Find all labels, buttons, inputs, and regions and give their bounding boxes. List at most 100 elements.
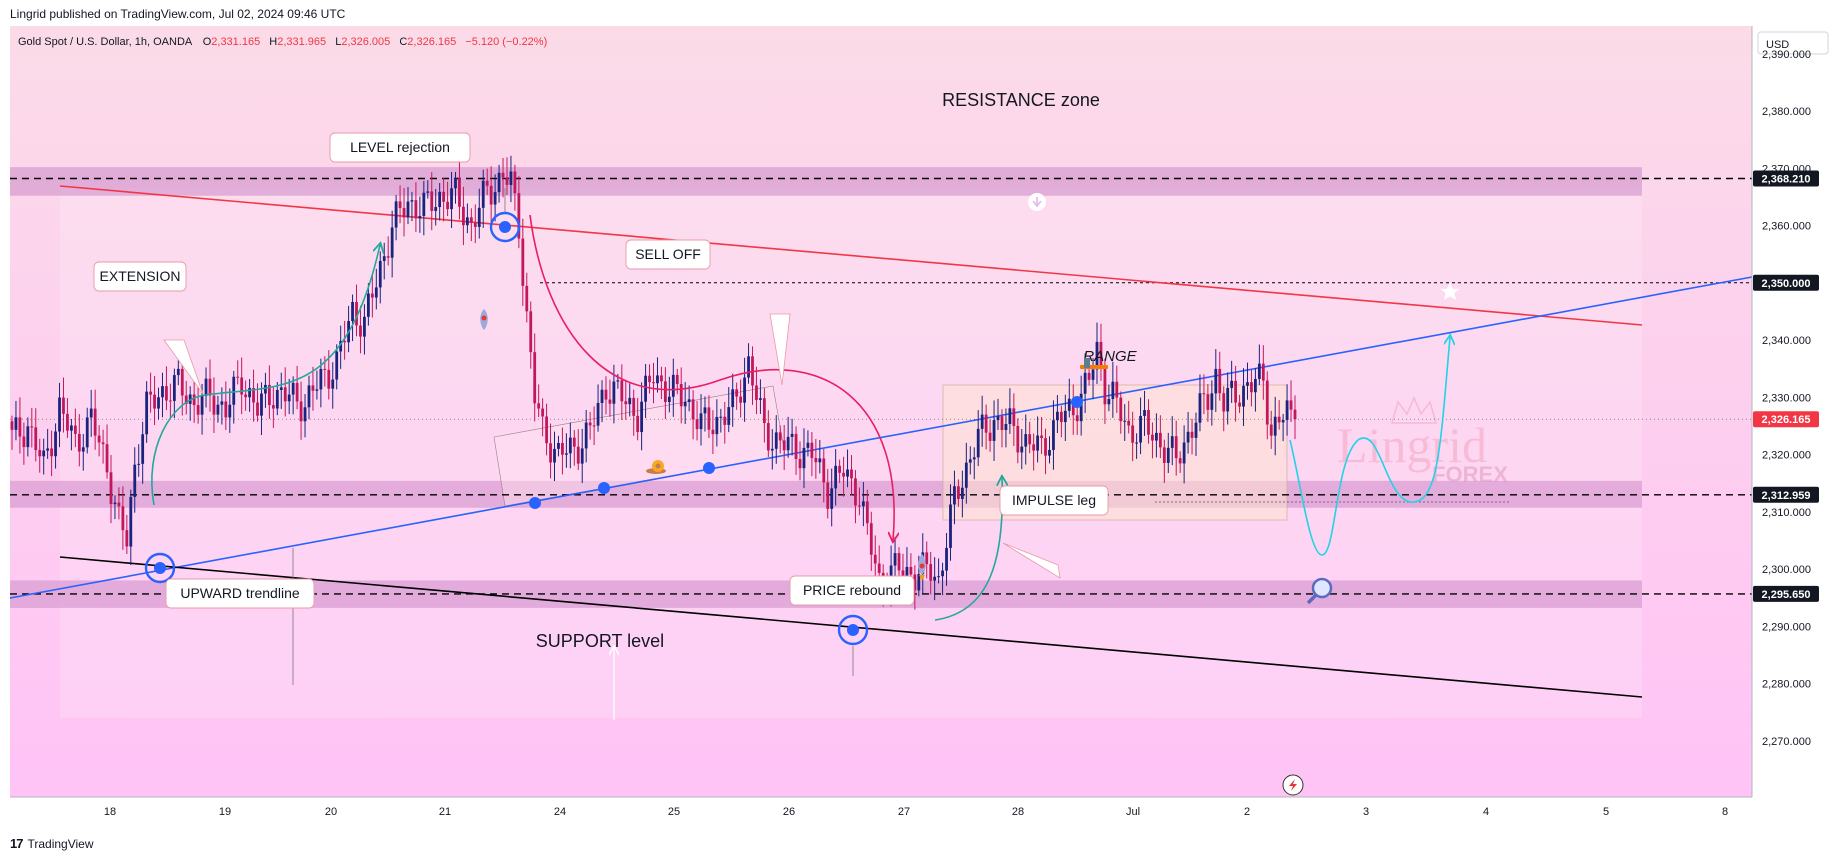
candle <box>834 449 838 506</box>
candle <box>786 416 790 458</box>
candle <box>735 382 739 410</box>
legend: Gold Spot / U.S. Dollar, 1h, OANDA O2,33… <box>18 36 547 48</box>
candle-body <box>418 216 422 219</box>
candle-body <box>1174 436 1178 459</box>
lightning-icon[interactable] <box>1282 774 1304 796</box>
candle-body <box>264 384 267 394</box>
time-tick-label: Jul <box>1126 806 1140 818</box>
annotation-label: IMPULSE leg <box>1012 492 1096 508</box>
candle-body <box>802 447 806 469</box>
candle-body <box>291 382 295 395</box>
candle-body <box>1218 368 1222 394</box>
candle <box>1162 439 1166 483</box>
candle <box>14 400 18 441</box>
price-tick-label: 2,380.000 <box>1762 106 1811 118</box>
legend-change: −5.120 (−0.22%) <box>465 36 547 48</box>
candle <box>759 379 762 414</box>
impulse-pointer <box>1002 542 1061 579</box>
candle-body <box>172 375 176 401</box>
candle <box>264 372 267 408</box>
candle-body <box>1028 434 1032 445</box>
candle-body <box>707 407 711 430</box>
price-tick-label: 2,360.000 <box>1762 221 1811 233</box>
candle-body <box>232 376 236 405</box>
candle <box>1119 391 1123 434</box>
candle-body <box>572 437 576 447</box>
candle <box>1246 362 1249 400</box>
candle-body <box>216 404 220 415</box>
candle-body <box>699 413 703 430</box>
candle-body <box>980 414 984 429</box>
target-circle-left <box>144 552 176 584</box>
annotation-box <box>789 575 915 606</box>
candle-body <box>462 206 465 226</box>
candle <box>580 428 584 484</box>
candle <box>133 447 137 513</box>
candle-body <box>10 421 14 430</box>
candle <box>1032 433 1036 471</box>
down-arrow-icon <box>1028 193 1046 211</box>
candle-body <box>588 422 592 426</box>
snail-icon <box>646 460 666 474</box>
candle <box>117 487 121 520</box>
candle-body <box>794 433 798 460</box>
price-tick-label: 2,320.000 <box>1762 450 1811 462</box>
time-tick-label: 24 <box>554 806 566 818</box>
candle-body <box>608 399 612 404</box>
candle-body <box>38 450 42 457</box>
candle-body <box>612 381 616 404</box>
candle <box>1285 384 1289 436</box>
candle-body <box>374 287 378 298</box>
candle-body <box>256 402 259 416</box>
legend-high-label: H <box>269 36 277 48</box>
candle-body <box>877 563 881 573</box>
candle <box>93 389 97 450</box>
candle <box>398 185 402 224</box>
selloff-pointer <box>769 313 791 386</box>
candle <box>1289 380 1293 423</box>
legend-low-value: 2,326.005 <box>341 36 390 48</box>
candle <box>97 425 101 457</box>
candle <box>378 251 382 304</box>
candle <box>960 470 964 518</box>
candle <box>517 176 521 249</box>
candle <box>426 180 430 199</box>
candle <box>596 384 600 432</box>
candle-body <box>180 368 184 396</box>
candle-body <box>1131 425 1135 443</box>
candle-body <box>628 397 632 405</box>
candle <box>168 383 172 419</box>
footer[interactable]: 17 TradingView <box>10 836 94 851</box>
candle <box>165 366 168 411</box>
time-tick-label: 8 <box>1722 806 1728 818</box>
candle <box>374 268 378 310</box>
candle <box>762 388 766 443</box>
candle-body <box>426 191 430 193</box>
candle <box>125 514 129 554</box>
candle <box>830 468 834 527</box>
candle <box>224 381 228 431</box>
price-tag-background <box>1753 411 1819 428</box>
candle <box>113 495 117 520</box>
candle <box>236 360 240 385</box>
candle <box>311 366 315 411</box>
candle-body <box>1024 434 1028 447</box>
candle <box>307 375 311 420</box>
candle <box>1016 418 1020 464</box>
candle-body <box>307 385 311 408</box>
candle-body <box>355 301 358 326</box>
candle-body <box>81 447 85 452</box>
candle-body <box>1135 442 1139 444</box>
legend-high-value: 2,331.965 <box>277 36 326 48</box>
candle-body <box>814 458 818 463</box>
candle <box>1166 432 1170 474</box>
annotation-box <box>93 261 187 292</box>
candle-body <box>271 405 275 409</box>
publish-header: Lingrid published on TradingView.com, Ju… <box>10 7 346 21</box>
candle-body <box>675 374 679 385</box>
candle-body <box>968 459 972 463</box>
legend-close-value: 2,326.165 <box>407 36 456 48</box>
candle-body <box>454 177 457 189</box>
currency-selector[interactable]: USD <box>1757 31 1829 55</box>
